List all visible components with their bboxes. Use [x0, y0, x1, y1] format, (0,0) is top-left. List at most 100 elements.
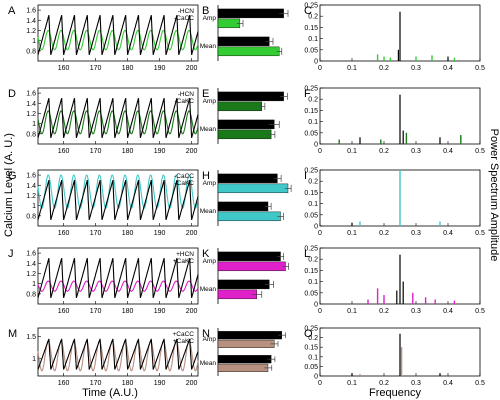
y-tick-label: 0.05 — [304, 212, 318, 219]
series-line-2 — [37, 29, 199, 51]
y-tick-label: 0.15 — [304, 345, 318, 352]
series-line-2 — [37, 340, 199, 372]
y-tick-label: 0 — [314, 302, 318, 309]
y-tick-label: 0.05 — [304, 47, 318, 54]
y-tick-label: 0.2 — [308, 179, 318, 186]
x-tick-label: 0.5 — [475, 65, 485, 72]
y-tick-label: 0.1 — [308, 201, 318, 208]
x-tick-label: 200 — [186, 148, 198, 155]
panel-l: L 0 0.05 0.1 0.15 0.2 0.25 0 0.1 0.2 0.3 0.4 0.5 — [304, 246, 485, 316]
panel-label: C — [304, 5, 312, 17]
x-tick-label: 160 — [58, 148, 70, 155]
x-tick-label: 190 — [154, 308, 166, 315]
panel-label: N — [202, 328, 210, 340]
x-tick-label: 0.2 — [379, 230, 389, 237]
legend-entry: +CaKC — [173, 258, 194, 265]
x-tick-label: 0.4 — [443, 148, 453, 155]
y-tick-label: 0.2 — [308, 14, 318, 21]
y-tick-label: 0 — [314, 142, 318, 149]
x-tick-label: 0 — [318, 380, 322, 387]
panel-label: F — [304, 88, 311, 100]
y-tick-label: 1.4 — [26, 101, 36, 108]
panel-label: L — [304, 248, 310, 260]
x-tick-label: 170 — [90, 65, 102, 72]
bar — [217, 201, 269, 212]
x-tick-label: 160 — [58, 230, 70, 237]
legend-entry: -CaCC — [174, 173, 194, 180]
category-label: Mean — [200, 43, 217, 50]
x-tick-label: 170 — [90, 308, 102, 315]
y-tick-label: 0.15 — [304, 190, 318, 197]
panel-label: E — [202, 88, 209, 100]
y-tick-label: 0.2 — [308, 97, 318, 104]
series-line-1 — [37, 98, 199, 139]
category-label: Mean — [200, 208, 217, 215]
x-tick-label: 0.2 — [379, 308, 389, 315]
y-tick-label: 0.15 — [304, 25, 318, 32]
x-tick-label: 180 — [122, 230, 134, 237]
x-axis-label-left: Time (A.U.) — [82, 387, 138, 399]
series-line-2 — [37, 280, 199, 292]
panel-label: B — [202, 5, 209, 17]
bar — [217, 261, 286, 272]
y-tick-label: 1 — [32, 281, 36, 288]
bar — [217, 173, 278, 184]
x-tick-label: 180 — [122, 308, 134, 315]
panel-f: F 0 0.05 0.1 0.15 0.2 0.25 0 0.1 0.2 0.3 0.4 0.5 — [304, 86, 485, 156]
y-tick-label: 1.2 — [26, 28, 36, 35]
category-label: Mean — [200, 286, 217, 293]
panel-i: I 0 0.05 0.1 0.15 0.2 0.25 0 0.1 0.2 0.3 0.4 0.5 — [304, 168, 485, 238]
panel-label: A — [8, 5, 16, 17]
y-axis-label-left: Calcium Level (A. U.) — [3, 133, 15, 237]
y-tick-label: 1.4 — [26, 261, 36, 268]
panel-label: O — [304, 328, 313, 340]
category-label: Amp — [203, 336, 217, 343]
panel-o: O 0 0.05 0.1 0.15 0.2 0.25 0 0.1 0.2 0.3 0.4 0.5 — [304, 326, 485, 388]
series-line-2 — [37, 110, 199, 135]
x-tick-label: 190 — [154, 148, 166, 155]
y-tick-label: 0.25 — [304, 326, 318, 333]
x-tick-label: 0.5 — [475, 380, 485, 387]
x-tick-label: 0.3 — [411, 230, 421, 237]
x-tick-label: 190 — [154, 380, 166, 387]
panel-label: G — [8, 170, 17, 182]
x-tick-label: 180 — [122, 65, 134, 72]
panel-d: D 0.8 1 1.2 1.4 1.6 160 170 180 190 200 -HCN-CaKC — [8, 87, 199, 155]
y-tick-label: 0.05 — [304, 364, 318, 371]
y-tick-label: 0.1 — [308, 36, 318, 43]
legend-entry: -CaCC — [174, 15, 194, 22]
panel-g: G 0.8 1 1.2 1.4 1.6 160 170 180 190 200 -CaCC-CaKC — [8, 169, 199, 237]
panel-j: J 0.8 1 1.2 1.4 1.6 160 170 180 190 200 +HCN+CaKC — [8, 247, 199, 315]
y-tick-label: 0.2 — [308, 257, 318, 264]
y-tick-label: 0.15 — [304, 108, 318, 115]
x-tick-label: 0.4 — [443, 380, 453, 387]
bar — [217, 211, 281, 222]
legend-entry: -HCN — [178, 8, 195, 15]
y-tick-label: 0.25 — [304, 246, 318, 253]
y-tick-label: 0 — [314, 374, 318, 381]
x-tick-label: 0.5 — [475, 308, 485, 315]
y-tick-label: 0.8 — [26, 291, 36, 298]
legend-entry: -CaKC — [174, 98, 194, 105]
category-label: Mean — [200, 360, 217, 367]
y-tick-label: 0.15 — [304, 268, 318, 275]
panel-a: A 0.8 1 1.2 1.4 1.6 160 170 180 190 200 -HCN-CaCC — [8, 4, 199, 72]
panel-label: M — [8, 328, 17, 340]
y-tick-label: 1 — [32, 38, 36, 45]
x-tick-label: 0.1 — [347, 380, 357, 387]
y-tick-label: 0.1 — [308, 279, 318, 286]
bar — [217, 119, 275, 130]
series-line-1 — [37, 180, 199, 221]
bar — [217, 129, 272, 140]
x-tick-label: 0.4 — [443, 65, 453, 72]
panel-label: D — [8, 88, 16, 100]
bar — [217, 18, 241, 29]
y-tick-label: 1.4 — [26, 183, 36, 190]
x-tick-label: 160 — [58, 65, 70, 72]
bar — [217, 363, 269, 372]
y-tick-label: 0 — [314, 59, 318, 66]
